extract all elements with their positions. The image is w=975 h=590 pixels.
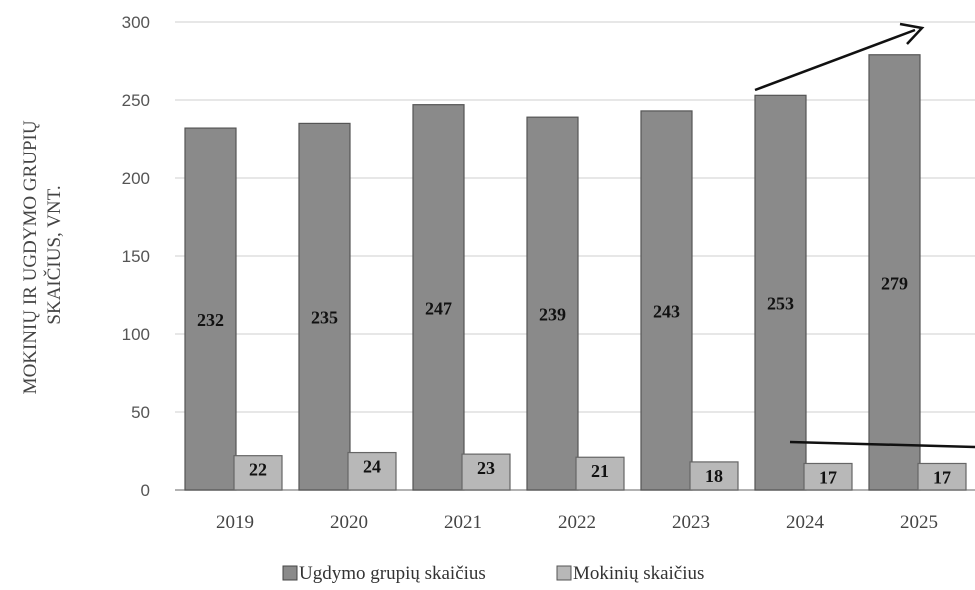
x-tick-label: 2023 xyxy=(672,512,710,533)
bar-ugdymo-2023 xyxy=(640,110,693,491)
x-axis-ticks: 2019 2020 2021 2022 2023 2024 2025 xyxy=(216,512,938,533)
data-label: 23 xyxy=(477,458,495,478)
y-axis-title-line-1: MOKINIŲ IR UGDYMO GRUPIŲ xyxy=(20,120,41,394)
trend-arrow-line xyxy=(754,28,916,92)
bar-mokiniu-2022 xyxy=(575,456,625,491)
trend-arrow-head xyxy=(899,22,925,45)
x-tick-label: 2025 xyxy=(900,512,938,533)
bar-ugdymo-2025 xyxy=(868,54,921,491)
data-label: 232 xyxy=(197,310,224,330)
y-axis-ticks: 0 50 100 150 200 250 300 xyxy=(122,13,150,500)
x-tick-label: 2021 xyxy=(444,512,482,533)
y-tick-label: 200 xyxy=(122,169,150,188)
bars xyxy=(184,54,967,491)
bar-mokiniu-2020 xyxy=(347,451,397,491)
legend-label-mokiniu: Mokinių skaičius xyxy=(573,563,704,584)
bar-ugdymo-2021 xyxy=(412,104,465,491)
y-axis-title-line-2: SKAIČIUS, VNT. xyxy=(43,185,65,324)
y-axis-title: MOKINIŲ IR UGDYMO GRUPIŲ SKAIČIUS, VNT. xyxy=(20,116,65,395)
x-tick-label: 2020 xyxy=(330,512,368,533)
bar-ugdymo-2022 xyxy=(526,116,579,491)
bar-mokiniu-2025 xyxy=(917,462,967,491)
data-label: 21 xyxy=(591,461,609,481)
bar-mokiniu-2021 xyxy=(461,453,511,491)
data-label: 18 xyxy=(705,466,723,486)
data-label: 239 xyxy=(539,305,566,325)
data-label: 243 xyxy=(653,301,680,321)
y-tick-label: 250 xyxy=(122,91,150,110)
data-label: 24 xyxy=(363,457,381,477)
legend-swatch-mokiniu xyxy=(556,565,572,581)
annotations xyxy=(754,22,975,449)
bar-ugdymo-2019 xyxy=(184,127,237,491)
legend-swatch-ugdymo xyxy=(282,565,298,581)
data-label: 17 xyxy=(933,467,951,487)
x-tick-label: 2019 xyxy=(216,512,254,533)
data-label: 22 xyxy=(249,460,267,480)
legend-label-ugdymo: Ugdymo grupių skaičius xyxy=(299,563,486,584)
y-tick-label: 50 xyxy=(131,403,150,422)
data-labels: 232 22 235 24 247 23 239 21 243 18 253 17 279 17 xyxy=(197,273,951,487)
bar-mokiniu-2019 xyxy=(233,455,283,491)
data-label: 253 xyxy=(767,294,794,314)
bar-mokiniu-2023 xyxy=(689,461,739,491)
bar-mokiniu-2024 xyxy=(803,462,853,491)
x-tick-label: 2024 xyxy=(786,512,825,533)
data-label: 247 xyxy=(425,298,452,318)
bar-ugdymo-2024 xyxy=(754,94,807,491)
bar-ugdymo-2020 xyxy=(298,122,351,491)
data-label: 17 xyxy=(819,467,837,487)
flat-trend-line xyxy=(789,440,975,449)
y-tick-label: 150 xyxy=(122,247,150,266)
legend: Ugdymo grupių skaičius Mokinių skaičius xyxy=(282,563,704,584)
data-label: 279 xyxy=(881,273,908,293)
x-tick-label: 2022 xyxy=(558,512,596,533)
y-tick-label: 300 xyxy=(122,13,150,32)
y-tick-label: 100 xyxy=(122,325,150,344)
y-tick-label: 0 xyxy=(141,481,150,500)
data-label: 235 xyxy=(311,308,338,328)
